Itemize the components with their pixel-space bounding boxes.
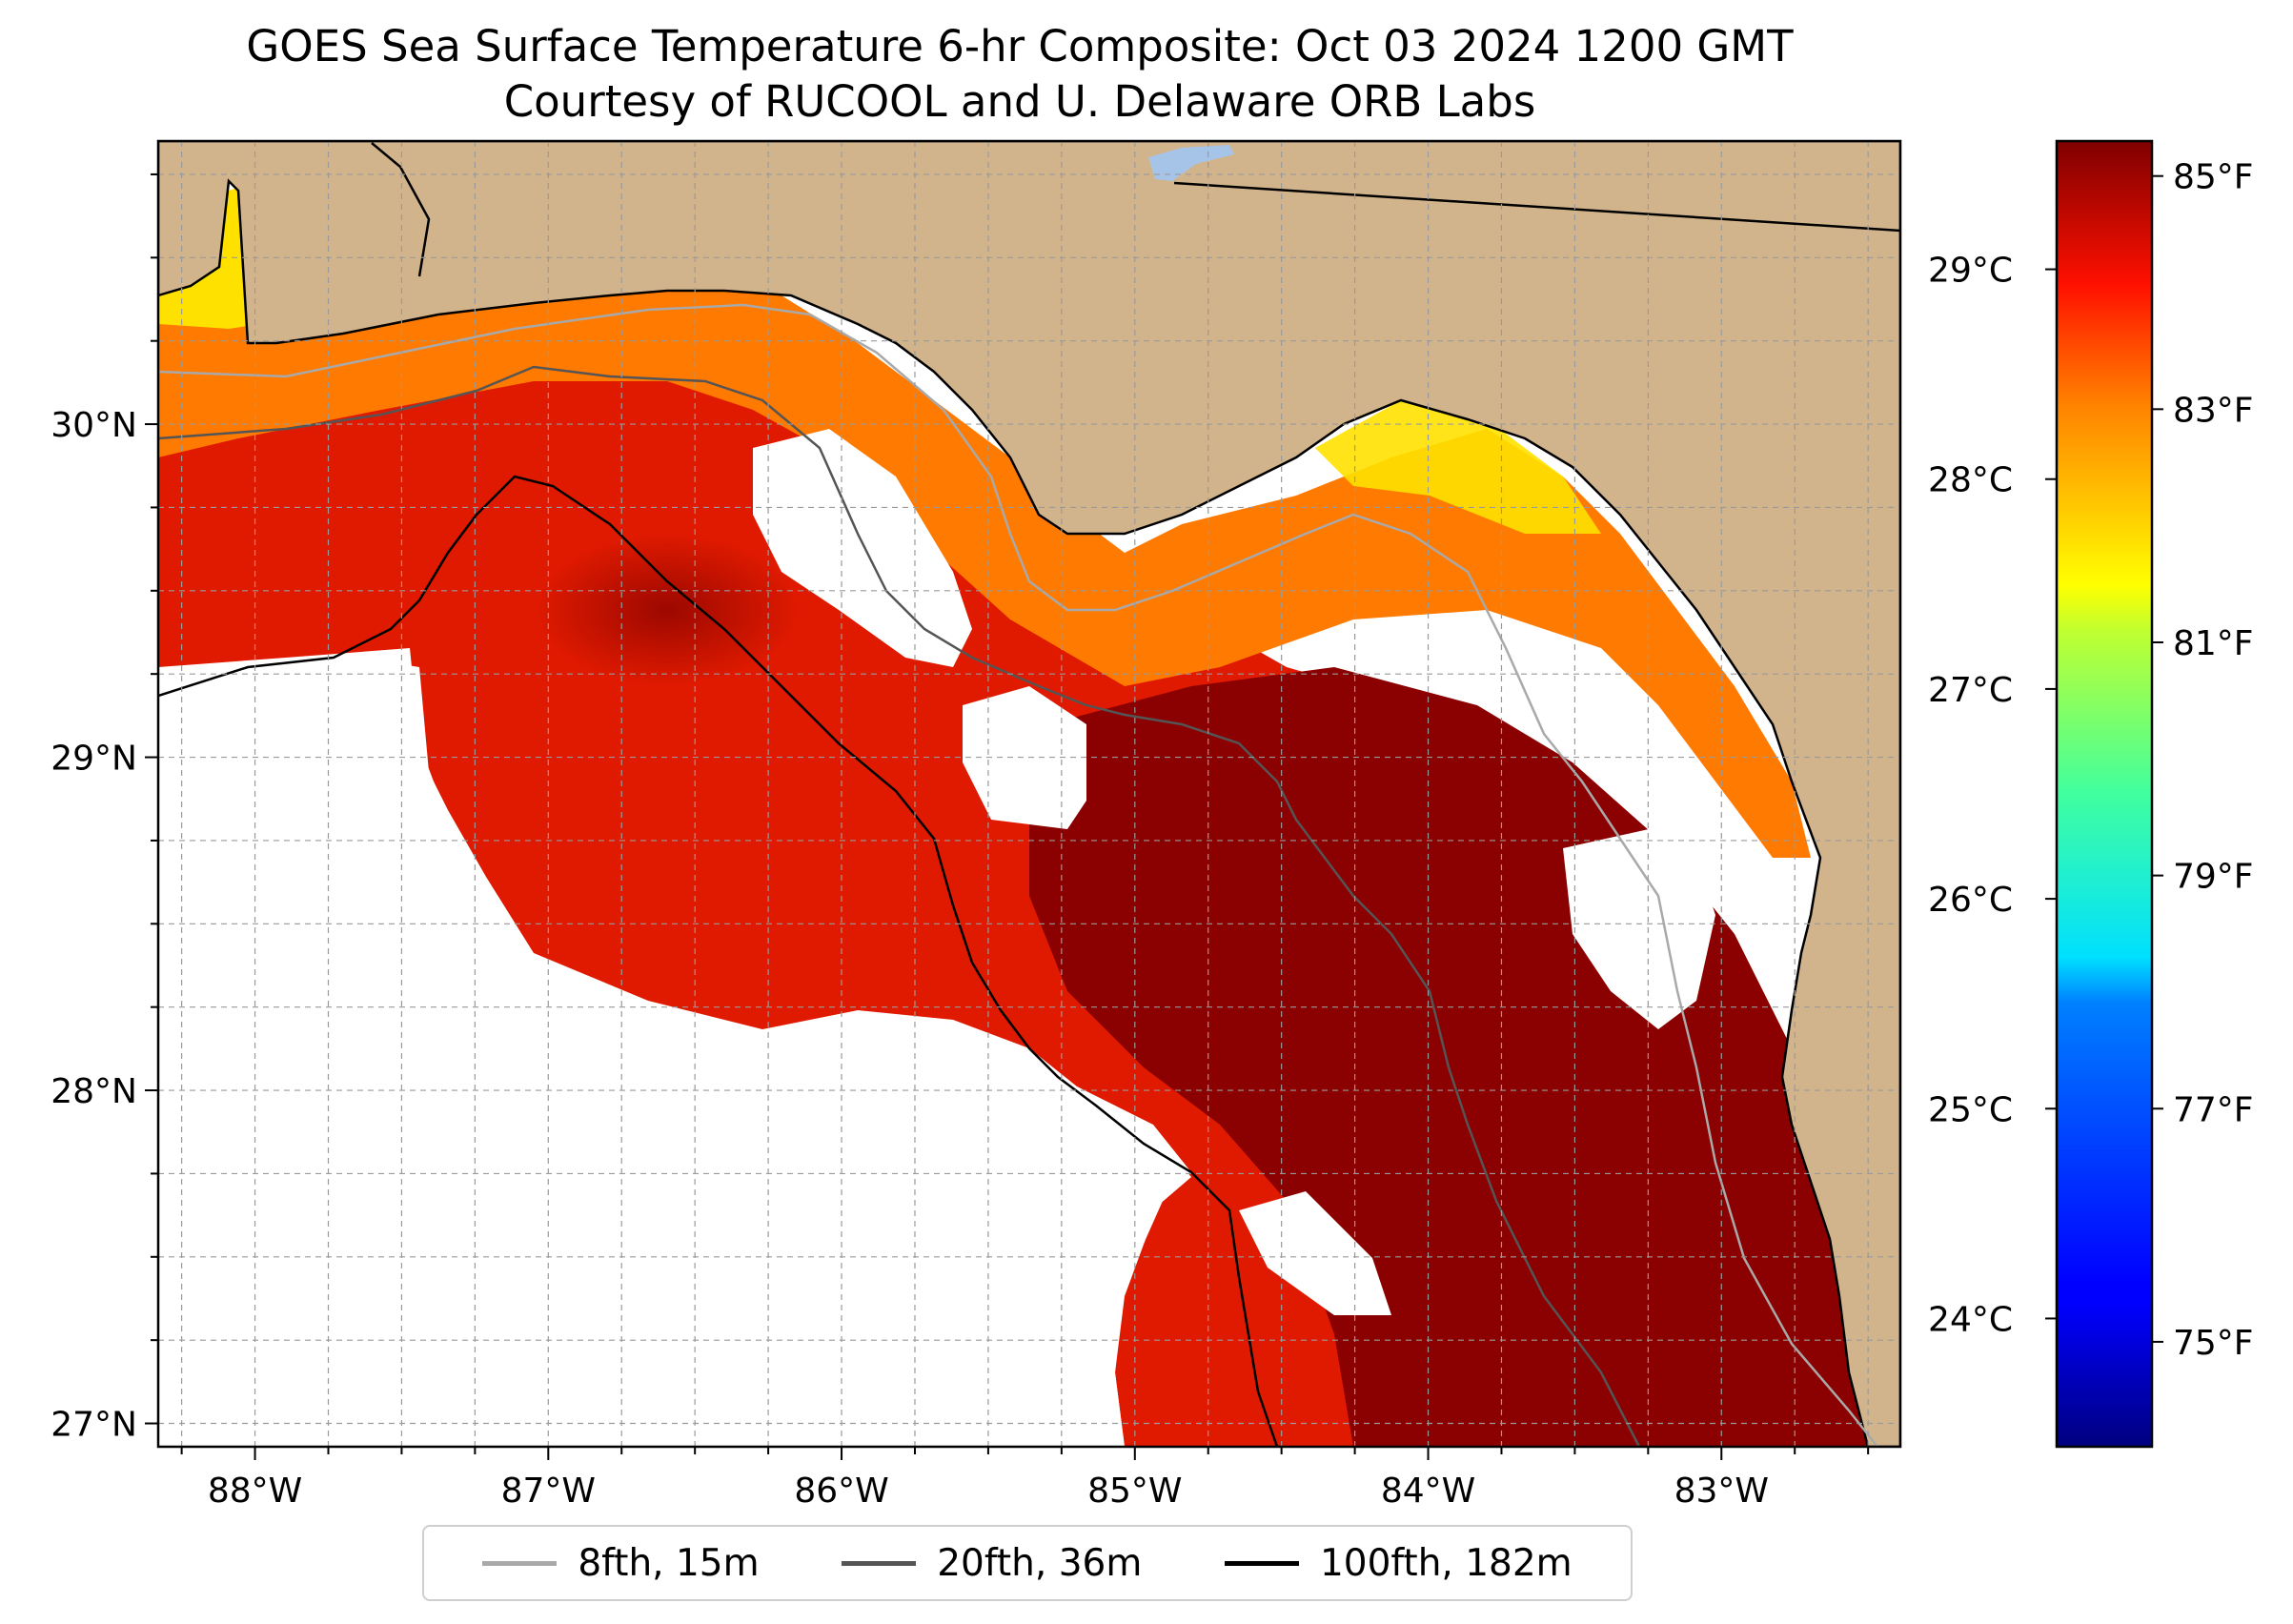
- legend-swatch-100fth: [1224, 1560, 1299, 1566]
- nodata-patch-5: [158, 648, 1191, 1447]
- legend-label-8fth: 8fth, 15m: [578, 1541, 760, 1585]
- legend-label-20fth: 20fth, 36m: [937, 1541, 1143, 1585]
- lon-tick-label: 85°W: [1087, 1472, 1182, 1511]
- contour-8fth: [158, 303, 1878, 1447]
- sst-yellow-east: [1315, 400, 1601, 534]
- title-line-1: GOES Sea Surface Temperature 6-hr Compos…: [246, 21, 1794, 71]
- lat-tick-label: 27°N: [51, 1406, 137, 1445]
- colorbar-f-label: 81°F: [2173, 624, 2254, 663]
- legend-item-8fth: 8fth, 15m: [482, 1541, 760, 1585]
- contour-100fth: [158, 475, 1279, 1447]
- lat-tick-label: 29°N: [51, 740, 137, 779]
- legend-swatch-8fth: [482, 1560, 558, 1566]
- lon-tick-label: 83°W: [1674, 1472, 1769, 1511]
- lon-tick-label: 88°W: [208, 1472, 302, 1511]
- lon-tick-label: 86°W: [794, 1472, 888, 1511]
- state-border: [1173, 181, 1900, 233]
- colorbar-c-label: 24°C: [1928, 1300, 2013, 1339]
- nodata-patch-1: [753, 429, 972, 667]
- colorbar-ticks: 85°F 83°F 81°F 79°F 77°F 75°F 29°C 28°C 27°C 26°C…: [1928, 158, 2253, 1363]
- lat-tick-label: 28°N: [51, 1072, 137, 1111]
- sst-core-blob: [534, 534, 801, 686]
- nodata-patch-2: [963, 686, 1086, 829]
- land-north: [158, 141, 1900, 1447]
- legend-label-100fth: 100fth, 182m: [1319, 1541, 1573, 1585]
- lat-tick-label: 30°N: [51, 406, 137, 445]
- lake: [1148, 145, 1234, 181]
- sst-coastal-band: [158, 276, 1811, 858]
- contour-20fth: [158, 365, 1641, 1447]
- colorbar-gradient: [2055, 139, 2154, 1449]
- colorbar-c-label: 25°C: [1928, 1090, 2013, 1129]
- colorbar-c-label: 28°C: [1928, 461, 2013, 500]
- colorbar-f-label: 77°F: [2173, 1090, 2254, 1129]
- legend-item-20fth: 20fth, 36m: [842, 1542, 1142, 1585]
- legend-swatch-20fth: [842, 1560, 917, 1566]
- title-line-2: Courtesy of RUCOOL and U. Delaware ORB L…: [503, 76, 1536, 127]
- colorbar-f-label: 85°F: [2173, 158, 2254, 197]
- colorbar-f-label: 79°F: [2173, 858, 2254, 897]
- colorbar-c-label: 29°C: [1928, 252, 2013, 291]
- state-border-west: [371, 142, 431, 277]
- nodata-patch-3: [1563, 829, 1715, 1029]
- colorbar-c-label: 27°C: [1928, 671, 2013, 710]
- colorbar-f-label: 75°F: [2173, 1324, 2254, 1363]
- legend: 8fth, 15m 20fth, 36m 100fth, 182m: [422, 1525, 1633, 1601]
- lon-tick-label: 87°W: [501, 1472, 596, 1511]
- colorbar-c-label: 26°C: [1928, 881, 2013, 920]
- gridlines: [158, 141, 1900, 1447]
- map-frame: [156, 139, 1902, 1449]
- legend-item-100fth: 100fth, 182m: [1224, 1541, 1573, 1585]
- sst-dark-core: [1029, 667, 1900, 1447]
- colorbar-f-label: 83°F: [2173, 391, 2254, 430]
- lon-tick-label: 84°W: [1381, 1472, 1475, 1511]
- nodata-patch-4: [1239, 1191, 1391, 1315]
- map-ticks: 88°W 87°W 86°W 85°W 84°W 83°W 30°N 29°N 28°N 27°N: [51, 173, 1870, 1511]
